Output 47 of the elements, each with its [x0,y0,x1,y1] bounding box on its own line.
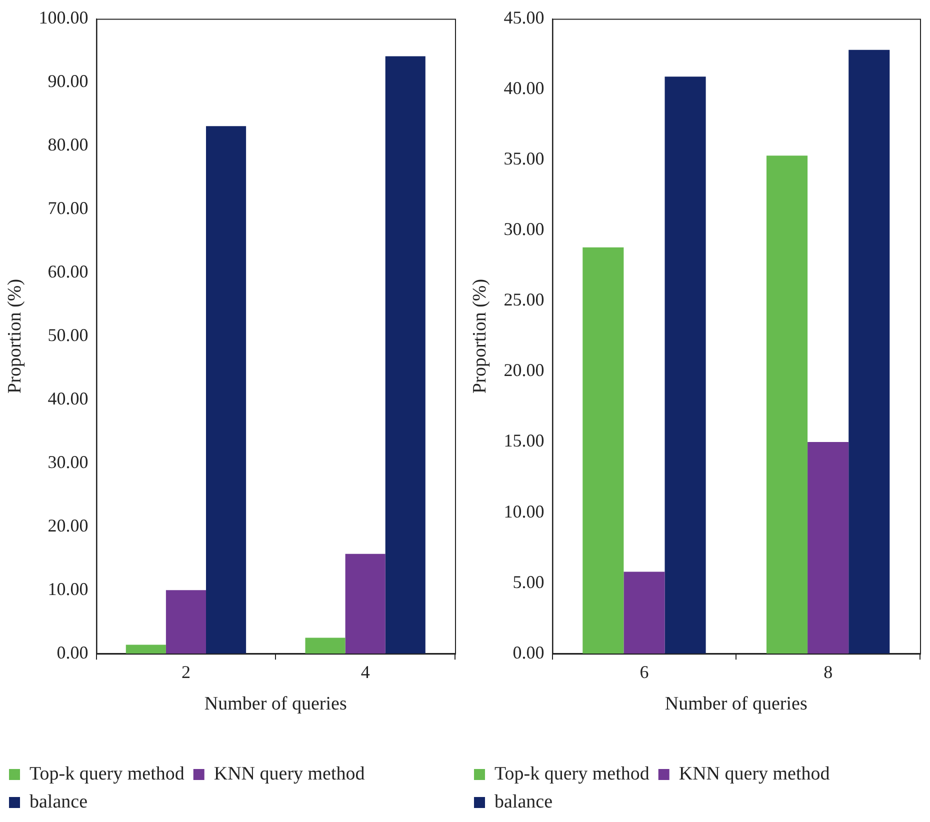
bar [166,590,206,654]
y-tick-label: 15.00 [504,430,544,451]
y-axis-title: Proportion (%) [4,278,26,394]
bar [305,638,346,654]
y-tick-label: 60.00 [48,261,88,282]
bar [624,572,665,654]
legend-label: Top-k query method [494,763,650,784]
y-tick-label: 40.00 [48,388,88,408]
y-tick-label: 10.00 [48,578,88,599]
y-tick-label: 45.00 [504,8,544,28]
legend-label: balance [30,791,88,812]
legend-label: KNN query method [214,763,366,784]
bar [126,644,166,654]
bar [206,126,246,654]
y-tick-label: 0.00 [56,642,88,662]
x-tick-label: 4 [360,662,370,682]
y-tick-label: 80.00 [48,134,88,154]
bar [848,50,890,654]
legend-label: balance [494,791,553,812]
y-tick-label: 100.00 [38,8,88,28]
y-tick-label: 35.00 [504,148,544,169]
y-tick-label: 40.00 [504,78,544,98]
x-tick-label: 6 [640,662,649,682]
x-tick-label: 2 [181,662,190,682]
bar [582,247,624,654]
legend-label: KNN query method [678,763,830,784]
x-axis-title: Number of queries [204,694,347,715]
bar [664,76,706,654]
bar [345,554,386,654]
bar [766,156,808,654]
y-tick-label: 50.00 [48,324,88,345]
y-tick-label: 70.00 [48,198,88,218]
legend-label: Top-k query method [30,763,185,784]
x-tick-label: 8 [824,662,833,682]
y-tick-label: 5.00 [512,572,544,592]
y-axis-title: Proportion (%) [469,278,490,394]
y-tick-label: 30.00 [48,452,88,472]
y-tick-label: 20.00 [48,515,88,536]
bar [385,56,426,654]
x-axis-title: Number of queries [664,694,808,715]
y-tick-label: 0.00 [512,642,544,662]
y-tick-label: 20.00 [504,360,544,380]
y-tick-label: 30.00 [504,219,544,240]
y-tick-label: 90.00 [48,71,88,92]
bar [808,442,849,654]
y-tick-label: 10.00 [504,501,544,522]
y-tick-label: 25.00 [504,290,544,310]
